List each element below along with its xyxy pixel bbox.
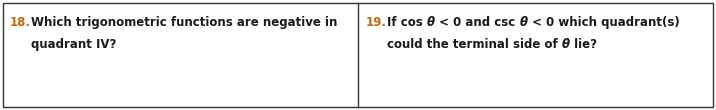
Text: could the terminal side of: could the terminal side of xyxy=(387,38,562,51)
Text: θ: θ xyxy=(519,16,528,29)
Text: 18.: 18. xyxy=(10,16,31,29)
Text: θ: θ xyxy=(427,16,435,29)
Text: 19.: 19. xyxy=(366,16,387,29)
Text: < 0 which quadrant(s): < 0 which quadrant(s) xyxy=(528,16,679,29)
Text: quadrant IV?: quadrant IV? xyxy=(31,38,117,51)
Text: Which trigonometric functions are negative in: Which trigonometric functions are negati… xyxy=(31,16,337,29)
Text: < 0 and csc: < 0 and csc xyxy=(435,16,519,29)
Text: θ: θ xyxy=(562,38,570,51)
Text: If cos: If cos xyxy=(387,16,427,29)
Text: lie?: lie? xyxy=(570,38,597,51)
